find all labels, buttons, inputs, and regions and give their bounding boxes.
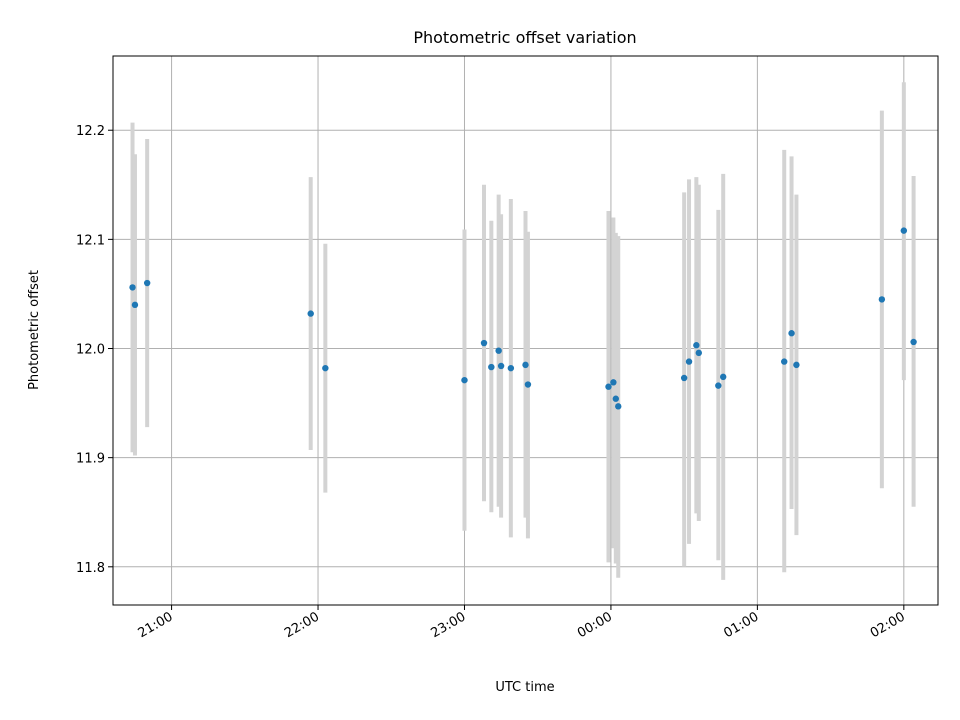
x-axis-label: UTC time: [495, 680, 554, 695]
data-point: [720, 373, 727, 381]
data-point: [878, 296, 886, 303]
data-point: [307, 310, 314, 317]
data-point: [910, 338, 917, 346]
data-point: [129, 284, 136, 291]
data-point: [131, 301, 139, 309]
data-point: [495, 347, 502, 354]
data-point: [685, 358, 693, 365]
y-tick-label: 12.1: [76, 233, 105, 248]
y-tick-label: 11.8: [76, 561, 105, 576]
data-point: [715, 382, 722, 389]
data-point: [322, 364, 329, 372]
data-point: [610, 379, 617, 386]
point-layer: [129, 227, 917, 410]
data-point: [461, 376, 468, 384]
data-point: [680, 374, 688, 382]
data-point: [507, 364, 515, 372]
chart-title: Photometric offset variation: [413, 28, 636, 47]
data-point: [143, 279, 151, 287]
y-tick-label: 12.2: [76, 124, 105, 139]
y-tick-label: 12.0: [76, 343, 105, 358]
data-point: [497, 362, 505, 370]
data-point: [695, 349, 702, 357]
y-tick-label: 11.9: [76, 452, 105, 467]
data-point: [788, 330, 795, 337]
data-point: [612, 395, 620, 402]
y-tick-layer: 11.8 11.9 12.0 12.1 12.2: [76, 124, 113, 576]
data-point: [781, 358, 788, 365]
data-point: [793, 361, 800, 369]
plot-frame: [112, 55, 939, 606]
data-point: [605, 383, 612, 390]
data-point: [693, 342, 700, 349]
data-point: [522, 361, 529, 369]
data-point: [524, 381, 532, 388]
data-point: [900, 227, 908, 234]
y-axis-label: Photometric offset: [27, 270, 42, 390]
data-point: [488, 363, 495, 371]
data-point: [615, 403, 622, 410]
data-point: [480, 339, 488, 347]
